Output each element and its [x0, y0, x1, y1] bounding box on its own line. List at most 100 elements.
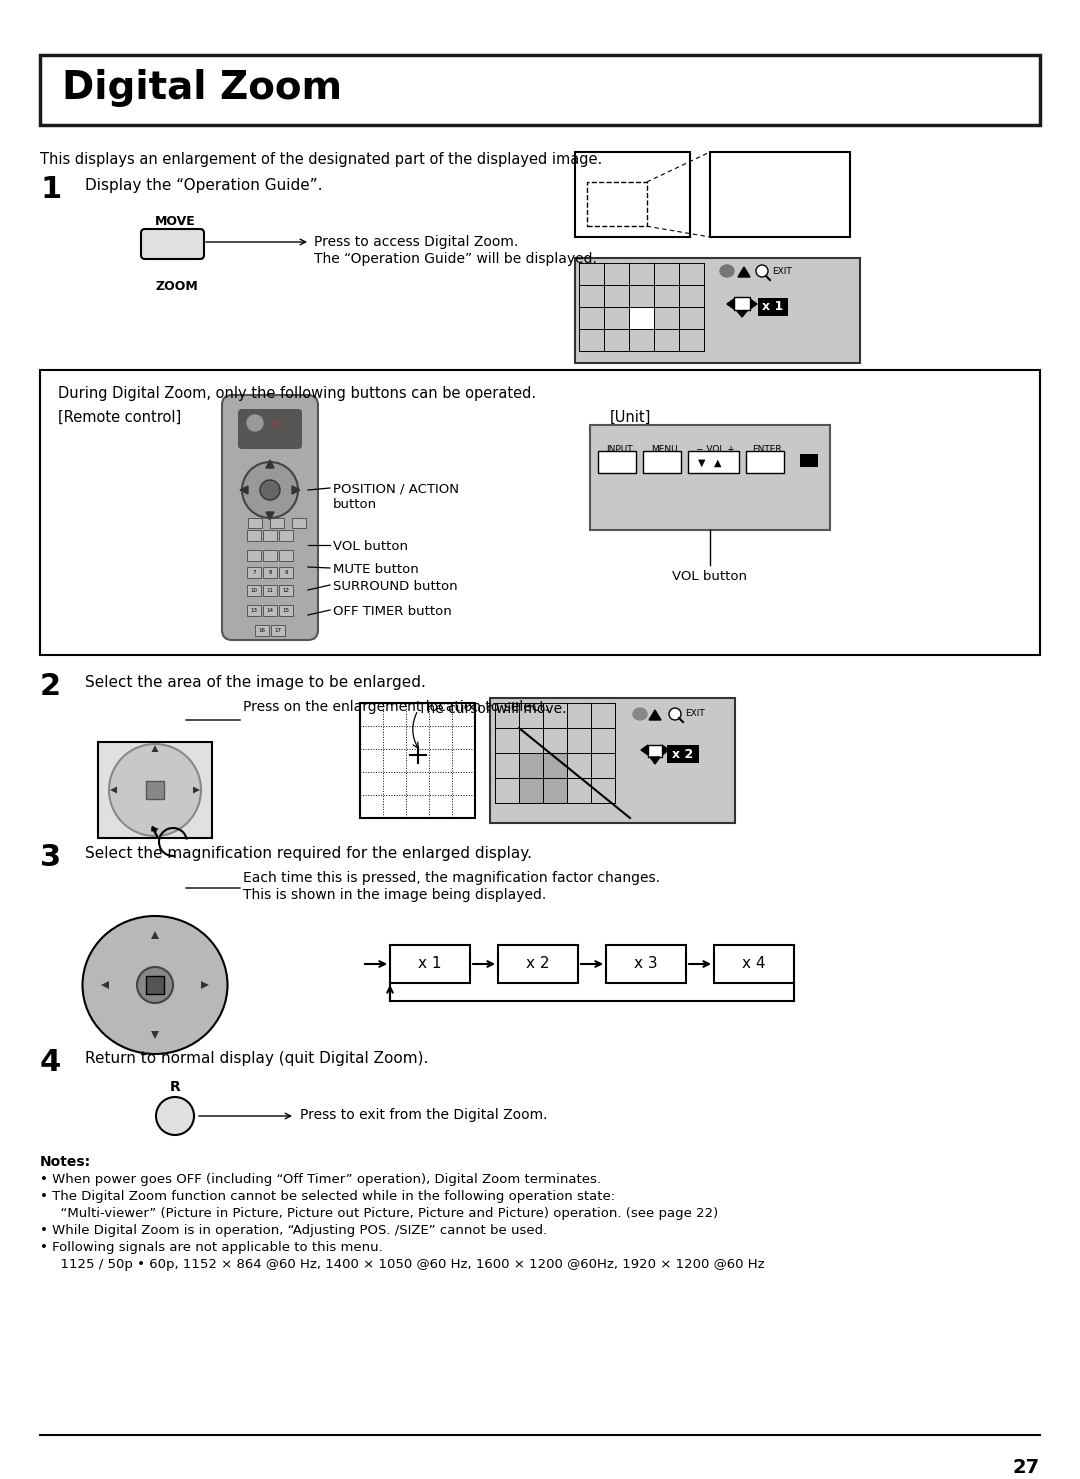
Bar [800, 454, 818, 467]
Circle shape [260, 481, 280, 500]
Text: Display the “Operation Guide”.: Display the “Operation Guide”. [85, 177, 323, 192]
Text: The cursor will move.: The cursor will move. [418, 703, 567, 716]
Text: 13: 13 [251, 608, 257, 612]
Bar [247, 550, 261, 561]
Ellipse shape [633, 708, 647, 720]
Bar [746, 451, 784, 473]
Bar [279, 586, 293, 596]
Text: ▲: ▲ [714, 458, 721, 467]
Bar [360, 703, 475, 818]
Bar [247, 605, 261, 615]
Polygon shape [650, 757, 660, 765]
Bar [710, 152, 850, 237]
Text: Press to access Digital Zoom.: Press to access Digital Zoom. [314, 235, 518, 248]
Text: EXIT: EXIT [685, 710, 705, 719]
FancyArrow shape [152, 827, 158, 839]
Text: MENU: MENU [650, 445, 677, 454]
Text: 2: 2 [40, 671, 62, 701]
Bar [598, 451, 636, 473]
Text: This is shown in the image being displayed.: This is shown in the image being display… [243, 887, 546, 902]
Circle shape [137, 967, 173, 1003]
Ellipse shape [82, 916, 228, 1055]
Bar [279, 605, 293, 615]
Text: • When power goes OFF (including “Off Timer” operation), Digital Zoom terminates: • When power goes OFF (including “Off Ti… [40, 1173, 600, 1186]
Bar [146, 781, 164, 799]
Text: R: R [170, 1080, 180, 1094]
Text: ENTER: ENTER [752, 445, 782, 454]
Bar [575, 152, 690, 237]
Bar [758, 297, 788, 317]
Text: MUTE button: MUTE button [333, 563, 419, 575]
Text: 10: 10 [251, 587, 257, 593]
Text: The “Operation Guide” will be displayed.: The “Operation Guide” will be displayed. [314, 251, 597, 266]
Bar [248, 518, 262, 528]
Text: − VOL +: − VOL + [696, 445, 734, 454]
FancyArrow shape [151, 1013, 159, 1040]
Bar [264, 566, 276, 578]
Bar [714, 945, 794, 984]
Text: 4: 4 [40, 1049, 62, 1077]
FancyBboxPatch shape [141, 229, 204, 259]
Text: x 4: x 4 [742, 957, 766, 972]
Bar [98, 742, 212, 839]
Polygon shape [642, 745, 648, 754]
FancyArrow shape [151, 930, 159, 957]
Text: This displays an enlargement of the designated part of the displayed image.: This displays an enlargement of the desi… [40, 152, 603, 167]
Bar [146, 976, 164, 994]
Bar [40, 370, 1040, 655]
Polygon shape [292, 487, 300, 494]
Text: Press to exit from the Digital Zoom.: Press to exit from the Digital Zoom. [300, 1108, 548, 1123]
Text: x 2: x 2 [673, 747, 693, 760]
Text: Press on the enlargement location to select.: Press on the enlargement location to sel… [243, 700, 550, 714]
Text: OFF TIMER button: OFF TIMER button [333, 605, 451, 618]
Circle shape [669, 708, 681, 720]
Ellipse shape [720, 265, 734, 277]
Bar [667, 745, 699, 763]
Text: x 1: x 1 [762, 300, 784, 314]
Bar [588, 182, 647, 226]
FancyArrow shape [183, 981, 210, 989]
Polygon shape [738, 268, 750, 277]
Bar [688, 451, 739, 473]
FancyArrow shape [175, 787, 200, 794]
Bar [390, 945, 470, 984]
Text: 1: 1 [40, 175, 62, 204]
Text: 16: 16 [258, 627, 266, 633]
Bar [575, 257, 860, 362]
Text: Notes:: Notes: [40, 1155, 91, 1168]
Polygon shape [649, 710, 661, 720]
Bar [734, 297, 750, 311]
Text: Each time this is pressed, the magnification factor changes.: Each time this is pressed, the magnifica… [243, 871, 660, 884]
Polygon shape [266, 512, 274, 521]
Text: 12: 12 [283, 587, 289, 593]
Circle shape [756, 265, 768, 277]
FancyBboxPatch shape [238, 410, 302, 450]
Bar [279, 529, 293, 541]
Text: MOVE: MOVE [156, 214, 195, 228]
Polygon shape [737, 311, 747, 317]
Text: SURROUND button: SURROUND button [333, 580, 458, 593]
Bar [519, 753, 567, 803]
Text: Select the area of the image to be enlarged.: Select the area of the image to be enlar… [85, 674, 426, 691]
Text: ZOOM: ZOOM [156, 280, 198, 293]
Text: 1125 / 50p • 60p, 1152 × 864 @60 Hz, 1400 × 1050 @60 Hz, 1600 × 1200 @60Hz, 1920: 1125 / 50p • 60p, 1152 × 864 @60 Hz, 140… [52, 1259, 765, 1270]
Text: 9: 9 [284, 569, 287, 574]
Text: [Unit]: [Unit] [610, 410, 651, 424]
FancyBboxPatch shape [222, 395, 318, 640]
Text: OFF: OFF [272, 423, 284, 427]
FancyArrow shape [110, 787, 135, 794]
Text: Return to normal display (quit Digital Zoom).: Return to normal display (quit Digital Z… [85, 1052, 429, 1066]
Bar [247, 586, 261, 596]
Bar [292, 518, 306, 528]
Text: 27: 27 [1013, 1458, 1040, 1478]
Text: button: button [333, 498, 377, 512]
Bar [264, 605, 276, 615]
Text: “Multi-viewer” (Picture in Picture, Picture out Picture, Picture and Picture) op: “Multi-viewer” (Picture in Picture, Pict… [52, 1207, 718, 1220]
Bar [279, 566, 293, 578]
Bar [264, 550, 276, 561]
Bar [247, 566, 261, 578]
Bar [279, 550, 293, 561]
Circle shape [242, 461, 298, 518]
Circle shape [109, 744, 201, 836]
Polygon shape [750, 299, 757, 309]
